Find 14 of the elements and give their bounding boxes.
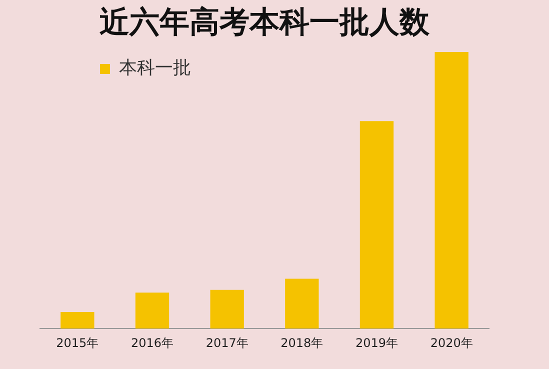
x-tick-label: 2018年	[280, 336, 324, 350]
x-tick-label: 2019年	[355, 336, 398, 350]
chart-title: 近六年高考本科一批人数	[100, 4, 430, 40]
bar	[360, 121, 394, 329]
x-tick-label: 2015年	[56, 336, 99, 350]
x-tick-label: 2017年	[206, 336, 248, 350]
x-tick-label: 2016年	[130, 336, 174, 350]
bar	[285, 278, 319, 329]
bar	[135, 292, 170, 329]
x-tick-label: 2020年	[430, 336, 473, 350]
legend-label: 本科一批	[119, 58, 191, 79]
bar	[210, 290, 244, 329]
bar	[434, 52, 468, 329]
bar	[60, 312, 94, 329]
